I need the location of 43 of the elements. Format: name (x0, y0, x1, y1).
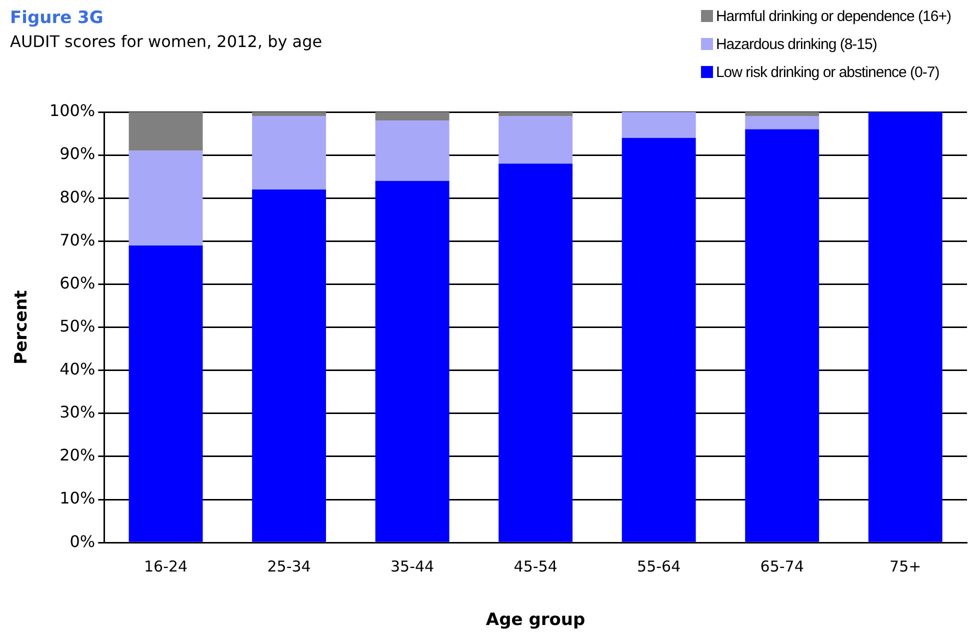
y-axis-title: Percent (12, 290, 32, 364)
bar (498, 112, 573, 116)
chart-subtitle: AUDIT scores for women, 2012, by age (10, 32, 322, 51)
bar (375, 180, 450, 542)
y-tick-label: 0% (70, 532, 96, 551)
legend-label: Hazardous drinking (8-15) (716, 36, 877, 52)
y-tick-label: 10% (60, 488, 96, 508)
bar (375, 112, 450, 121)
bar (252, 112, 326, 116)
bar (745, 129, 820, 542)
bar (375, 120, 450, 181)
y-tick-label: 100% (49, 101, 96, 120)
y-tick-label: 30% (60, 402, 96, 422)
x-tick-label: 16-24 (144, 557, 188, 576)
x-tick-label: 45-54 (514, 557, 558, 576)
bar (128, 150, 203, 246)
bar (252, 116, 326, 190)
bar (868, 112, 942, 542)
bar (498, 116, 573, 164)
y-tick-label: 80% (60, 187, 96, 206)
y-tick-label: 20% (60, 446, 96, 465)
y-tick-label: 60% (60, 273, 96, 292)
bar (745, 112, 820, 116)
bar (622, 138, 696, 542)
x-tick-label: 75+ (890, 557, 922, 576)
bar (498, 164, 573, 542)
y-tick-label: 40% (60, 360, 96, 379)
x-tick-label: 25-34 (267, 557, 311, 576)
legend-label: Harmful drinking or dependence (16+) (716, 8, 951, 24)
x-tick-label: 35-44 (390, 557, 434, 576)
x-tick-label: 65-74 (760, 557, 804, 576)
chart-title: Figure 3G (10, 8, 104, 28)
legend-label: Low risk drinking or abstinence (0-7) (716, 64, 940, 80)
bar (622, 112, 696, 138)
y-tick-label: 70% (60, 230, 96, 250)
bar (252, 190, 326, 542)
x-axis-title: Age group (486, 610, 586, 630)
y-tick-label: 50% (60, 316, 96, 336)
x-tick-label: 55-64 (637, 557, 681, 576)
bar (128, 112, 203, 151)
bar (128, 245, 203, 542)
bar (745, 116, 820, 130)
y-tick-label: 90% (60, 144, 96, 164)
